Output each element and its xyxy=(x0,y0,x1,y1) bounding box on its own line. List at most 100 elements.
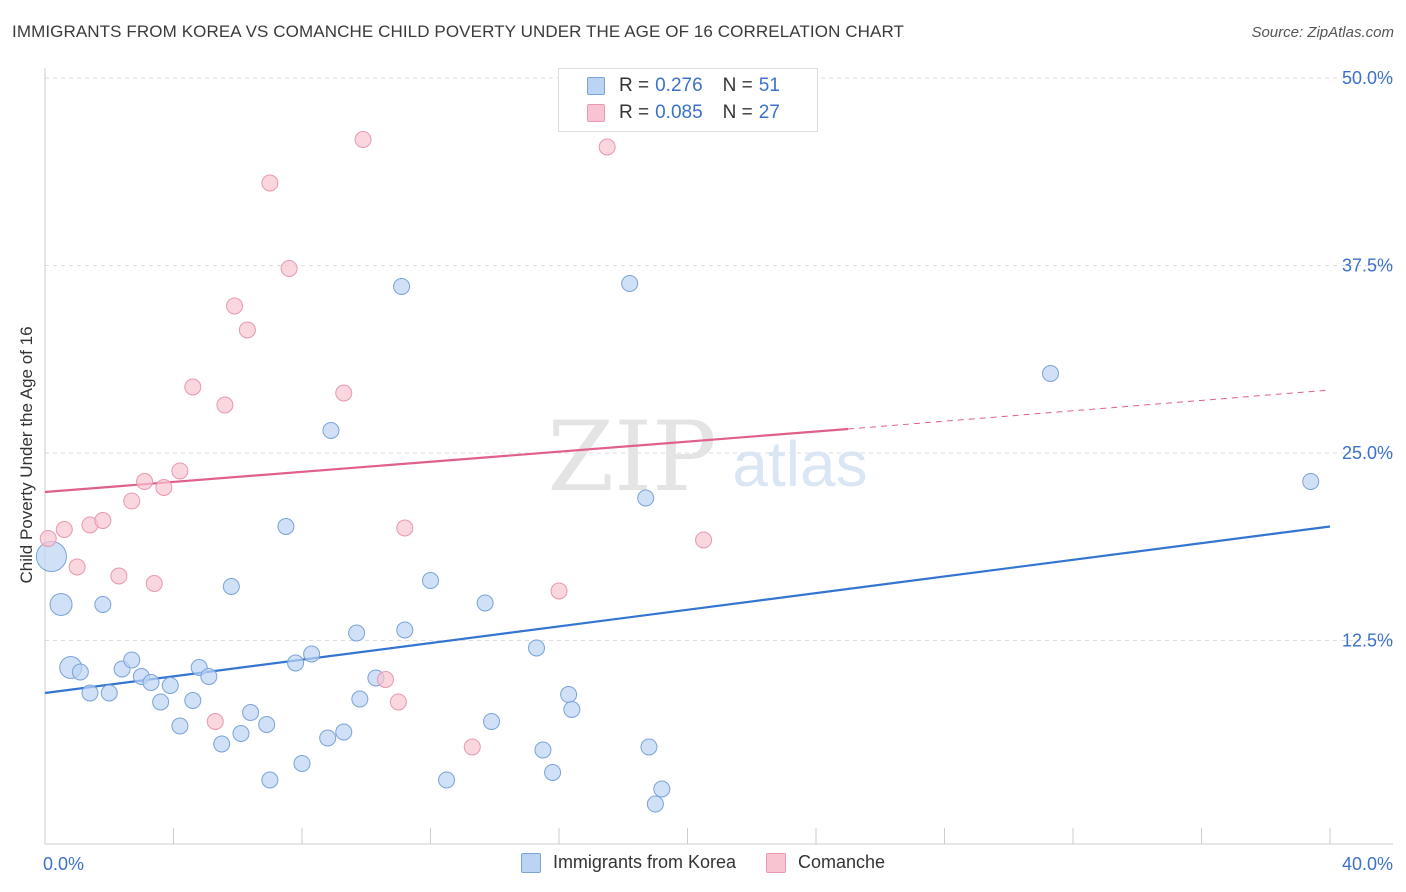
legend-r-label: R = xyxy=(619,102,650,123)
legend-n-label: N = xyxy=(722,102,753,123)
data-point-comanche xyxy=(155,479,173,496)
data-point-comanche xyxy=(145,575,163,592)
data-point-korea xyxy=(277,518,295,535)
data-point-korea xyxy=(393,278,411,295)
data-point-comanche xyxy=(598,138,616,156)
data-point-korea xyxy=(200,668,218,685)
data-point-korea xyxy=(213,735,231,753)
tick-labels: 12.5% 25.0% 37.5% 50.0% 0.0% 40.0% xyxy=(43,68,1393,874)
legend-r-value: 0.276 xyxy=(655,75,703,96)
legend-r-value: 0.085 xyxy=(655,102,703,123)
data-point-korea xyxy=(1042,365,1060,382)
data-point-korea xyxy=(640,738,658,756)
y-tick-label: 12.5% xyxy=(1342,631,1393,651)
data-point-korea xyxy=(483,713,501,730)
data-point-korea xyxy=(348,624,366,642)
data-point-comanche xyxy=(68,558,86,576)
data-point-korea xyxy=(100,684,118,702)
data-point-korea xyxy=(422,572,439,589)
legend-label-korea: Immigrants from Korea xyxy=(552,852,736,872)
trendline-comanche xyxy=(848,389,1331,430)
data-point-korea xyxy=(438,771,456,789)
data-point-korea xyxy=(123,651,141,669)
data-point-comanche xyxy=(695,531,713,549)
legend-item-comanche[interactable]: Comanche xyxy=(766,852,885,873)
data-point-comanche xyxy=(238,321,256,339)
legend-swatch-comanche xyxy=(587,104,605,122)
data-point-comanche xyxy=(55,521,73,538)
trendlines xyxy=(44,389,1331,695)
data-point-comanche xyxy=(216,396,234,414)
data-point-comanche xyxy=(261,174,279,192)
data-point-korea xyxy=(94,596,112,613)
legend-swatch-korea xyxy=(520,852,541,873)
x-tick-label: 0.0% xyxy=(43,854,84,874)
data-point-korea xyxy=(258,716,276,733)
data-point-korea xyxy=(322,422,340,439)
data-point-comanche xyxy=(136,473,154,490)
data-point-comanche xyxy=(550,582,568,600)
data-point-korea xyxy=(232,725,250,742)
data-point-comanche xyxy=(335,384,353,402)
data-point-korea xyxy=(621,275,639,292)
y-tick-label: 25.0% xyxy=(1342,443,1393,463)
data-point-korea xyxy=(528,639,546,657)
data-point-comanche xyxy=(39,530,57,547)
legend-row-korea: R = 0.276 N = 51 xyxy=(587,73,780,99)
data-point-korea xyxy=(184,692,202,709)
legend-n-value: 51 xyxy=(758,75,780,96)
data-point-comanche xyxy=(354,131,372,148)
data-point-korea xyxy=(71,663,89,681)
data-point-korea xyxy=(563,701,581,718)
series-legend: Immigrants from Korea Comanche xyxy=(0,852,1406,873)
data-point-korea xyxy=(534,741,552,759)
data-point-korea xyxy=(544,764,562,781)
legend-item-korea[interactable]: Immigrants from Korea xyxy=(520,852,736,873)
trendline-comanche xyxy=(44,427,849,494)
data-point-korea xyxy=(653,780,671,798)
legend-swatch-korea xyxy=(587,77,605,95)
stats-legend: R = 0.276 N = 51 R = 0.085 N = 27 xyxy=(558,68,818,132)
source-credit: Source: ZipAtlas.com xyxy=(1251,24,1394,41)
legend-n-value: 27 xyxy=(758,102,780,123)
data-point-korea xyxy=(351,690,369,708)
data-point-korea xyxy=(637,489,655,507)
data-point-korea xyxy=(171,717,189,735)
data-point-comanche xyxy=(396,519,414,537)
data-points xyxy=(35,131,1320,813)
data-point-korea xyxy=(152,693,170,711)
data-point-comanche xyxy=(94,512,112,529)
data-point-korea xyxy=(560,686,578,703)
legend-row-comanche: R = 0.085 N = 27 xyxy=(587,100,780,126)
grid-layer xyxy=(45,77,1393,641)
data-point-comanche xyxy=(280,260,298,277)
axis-layer xyxy=(44,68,1393,845)
trendline-korea xyxy=(44,525,1331,695)
data-point-korea xyxy=(142,674,160,691)
data-point-comanche xyxy=(389,693,407,711)
data-point-comanche xyxy=(123,492,141,510)
watermark-zip: ZIP xyxy=(547,401,716,513)
data-point-korea xyxy=(335,723,353,741)
y-tick-label: 37.5% xyxy=(1342,256,1393,276)
data-point-comanche xyxy=(110,567,128,585)
data-point-comanche xyxy=(377,671,395,688)
data-point-korea xyxy=(261,771,279,789)
data-point-korea xyxy=(303,645,321,663)
data-point-korea xyxy=(293,755,311,772)
chart-title: IMMIGRANTS FROM KOREA VS COMANCHE CHILD … xyxy=(12,22,905,41)
data-point-korea xyxy=(319,729,337,747)
data-point-comanche xyxy=(171,462,189,480)
data-point-korea xyxy=(242,704,260,721)
x-tick-label: 40.0% xyxy=(1342,854,1393,874)
data-point-korea xyxy=(287,654,305,672)
data-point-korea xyxy=(161,677,179,694)
data-point-korea xyxy=(222,578,240,595)
watermark: ZIP atlas xyxy=(547,401,867,513)
y-tick-label: 50.0% xyxy=(1342,68,1393,88)
legend-r-label: R = xyxy=(619,75,650,96)
data-point-korea xyxy=(1302,473,1320,490)
data-point-comanche xyxy=(463,738,481,756)
data-point-korea xyxy=(49,593,73,616)
